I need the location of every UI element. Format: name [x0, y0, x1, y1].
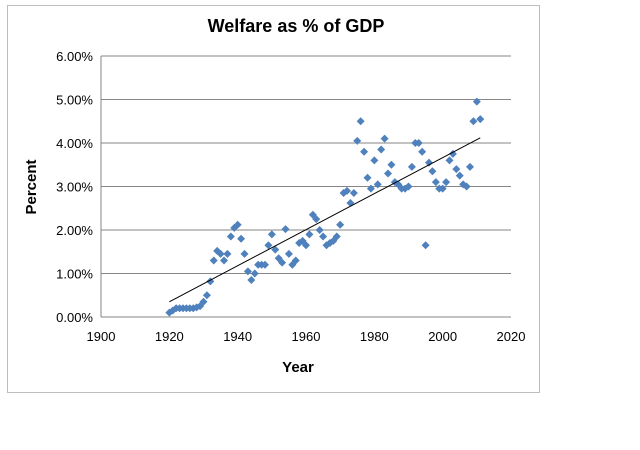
data-point — [332, 232, 341, 241]
data-point — [243, 267, 252, 276]
data-point — [414, 139, 423, 147]
data-point — [387, 160, 396, 169]
data-point — [220, 256, 228, 265]
chart-title: Welfare as % of GDP — [208, 16, 385, 36]
data-point — [250, 269, 259, 278]
data-point — [237, 234, 246, 243]
data-point — [442, 178, 451, 187]
data-point — [472, 97, 481, 106]
data-point — [281, 225, 290, 234]
data-point — [315, 226, 324, 234]
data-point — [264, 241, 273, 250]
x-tick-label: 2020 — [497, 329, 526, 344]
data-point — [271, 245, 280, 254]
y-tick-label: 1.00% — [56, 267, 93, 282]
y-tick-label: 3.00% — [56, 180, 93, 195]
y-tick-label: 4.00% — [56, 136, 93, 151]
data-point — [366, 184, 375, 193]
data-point — [373, 180, 382, 189]
data-point — [349, 189, 358, 198]
y-tick-label: 6.00% — [56, 49, 93, 64]
data-point — [466, 162, 474, 171]
data-point — [209, 256, 218, 265]
data-point — [452, 165, 461, 174]
data-point — [377, 145, 386, 154]
data-point — [267, 230, 276, 239]
x-tick-label: 1980 — [360, 329, 389, 344]
data-point — [233, 220, 242, 229]
data-point — [469, 117, 478, 126]
data-point — [455, 171, 464, 180]
data-point — [319, 232, 328, 241]
data-point — [404, 182, 413, 191]
y-tick-label: 5.00% — [56, 93, 93, 108]
data-point — [384, 169, 392, 178]
data-point — [302, 241, 310, 250]
data-point — [462, 182, 471, 191]
data-point — [261, 260, 269, 269]
data-point — [284, 249, 293, 258]
data-point — [425, 158, 433, 167]
data-point — [431, 178, 440, 187]
x-tick-label: 2000 — [428, 329, 457, 344]
data-point — [363, 173, 372, 182]
trendline — [169, 137, 481, 303]
x-axis-label: Year — [282, 359, 314, 376]
data-point — [380, 134, 389, 143]
x-tick-label: 1940 — [223, 329, 252, 344]
data-point — [216, 249, 225, 258]
data-point — [240, 249, 249, 258]
data-point — [418, 147, 427, 156]
data-point — [448, 149, 457, 158]
data-point — [428, 167, 437, 176]
data-point — [445, 156, 454, 165]
data-point — [343, 186, 351, 195]
data-point — [199, 297, 208, 306]
data-point — [407, 162, 416, 171]
data-point — [278, 258, 287, 267]
data-point — [202, 291, 211, 300]
data-point — [438, 184, 447, 193]
data-point — [223, 249, 232, 258]
x-tick-label: 1960 — [292, 329, 321, 344]
data-point — [312, 215, 321, 224]
y-axis-label: Percent — [23, 159, 40, 214]
x-tick-label: 1920 — [155, 329, 184, 344]
data-point — [291, 256, 300, 265]
data-point — [370, 156, 379, 165]
y-tick-label: 0.00% — [56, 310, 93, 325]
data-point — [226, 232, 235, 241]
data-point — [247, 276, 256, 285]
chart-area — [7, 5, 540, 393]
data-point — [305, 230, 314, 239]
y-tick-label: 2.00% — [56, 223, 93, 238]
data-point — [336, 220, 345, 229]
x-tick-label: 1900 — [87, 329, 116, 344]
data-point — [360, 147, 369, 156]
data-point — [421, 241, 430, 250]
data-point — [353, 136, 362, 145]
data-point — [476, 115, 485, 124]
data-point — [356, 117, 365, 126]
